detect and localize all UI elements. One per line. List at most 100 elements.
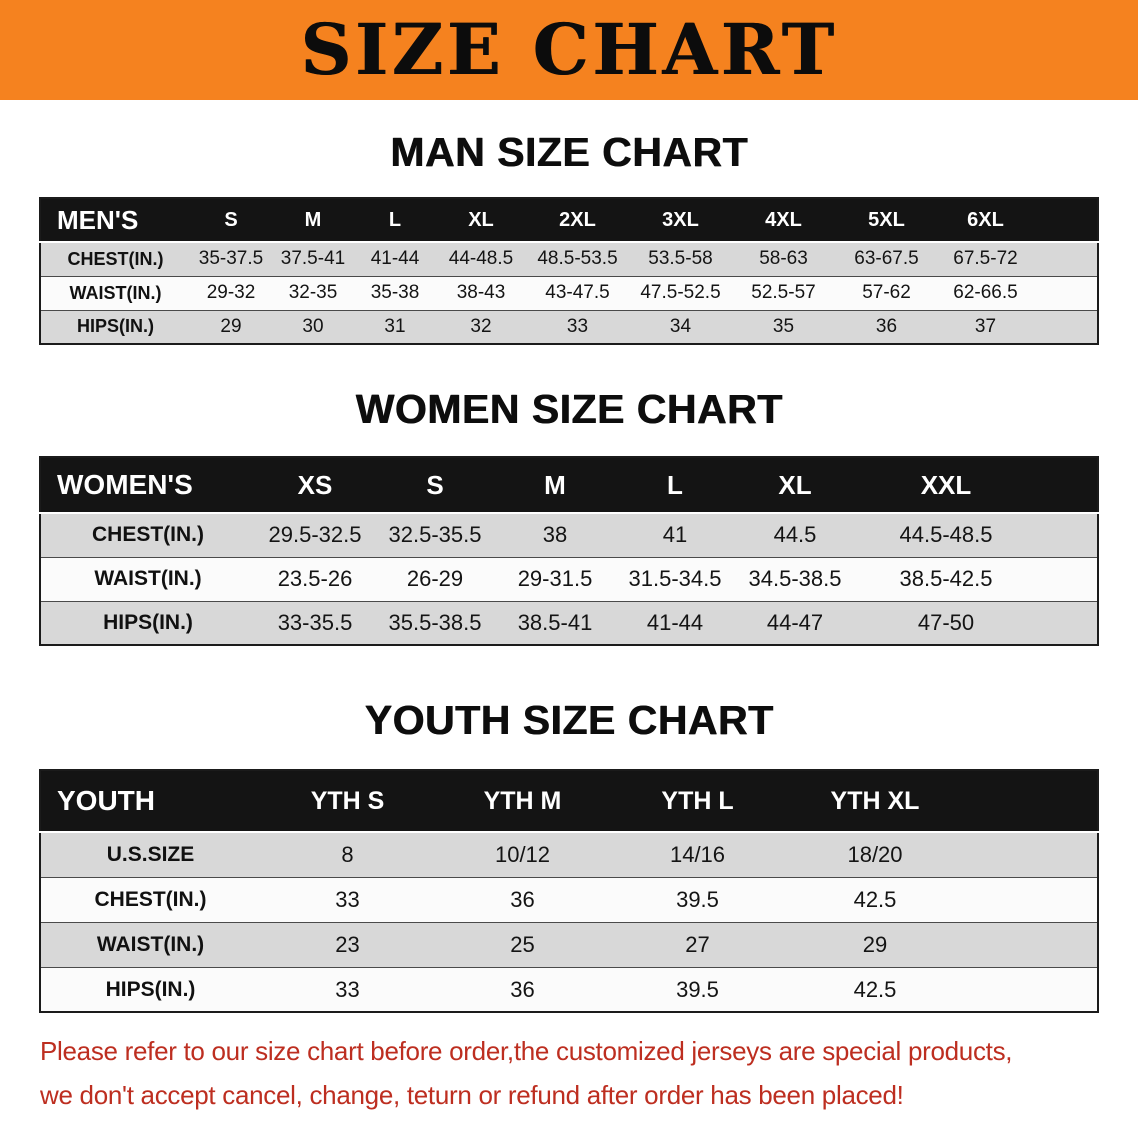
value-cell: 35.5-38.5 xyxy=(388,609,482,635)
size-header-cell: 4XL xyxy=(765,208,802,231)
value-cell: 33 xyxy=(335,886,360,912)
value-cell: 34.5-38.5 xyxy=(748,566,842,592)
size-header-cell: L xyxy=(667,469,683,500)
size-header-cell: 6XL xyxy=(967,208,1004,231)
value-cell: 47-50 xyxy=(917,609,975,635)
table-title-cell: WOMEN'S xyxy=(57,469,193,501)
value-cell: 48.5-53.5 xyxy=(537,248,618,270)
value-cell: 29 xyxy=(862,931,888,957)
women-size-section: WOMEN SIZE CHART WOMEN'S XS S M L XL XXL CHEST(… xyxy=(0,386,1138,647)
table-row: HIPS(IN.) 33-35.5 35.5-38.5 38.5-41 41-44 44-… xyxy=(40,601,1098,646)
page-title: SIZE CHART xyxy=(300,8,838,91)
value-cell: 41-44 xyxy=(646,609,704,635)
size-header-cell: 3XL xyxy=(662,208,699,231)
value-cell: 35 xyxy=(772,315,795,337)
table-row: CHEST(IN.) 29.5-32.5 32.5-35.5 38 41 44.5 44.5… xyxy=(40,513,1098,558)
size-header-cell: YTH L xyxy=(661,786,734,815)
value-cell: 44.5-48.5 xyxy=(899,522,993,548)
size-header-cell: XL xyxy=(468,208,494,231)
size-header-cell: YTH XL xyxy=(830,786,920,815)
disclaimer-line-2: we don't accept cancel, change, teturn o… xyxy=(40,1080,904,1111)
value-cell: 53.5-58 xyxy=(648,248,713,270)
value-cell: 8 xyxy=(341,842,354,868)
value-cell: 23 xyxy=(335,931,360,957)
row-label-cell: HIPS(IN.) xyxy=(105,977,196,1001)
value-cell: 26-29 xyxy=(406,566,464,592)
value-cell: 37 xyxy=(974,315,997,337)
value-cell: 29 xyxy=(220,315,242,337)
row-label-cell: U.S.SIZE xyxy=(106,843,195,867)
youth-section-heading: YOUTH SIZE CHART xyxy=(364,697,774,744)
value-cell: 29-32 xyxy=(206,282,256,304)
value-cell: 37.5-41 xyxy=(280,248,346,270)
value-cell: 27 xyxy=(685,931,710,957)
women-section-heading: WOMEN SIZE CHART xyxy=(355,386,783,433)
value-cell: 31.5-34.5 xyxy=(628,566,722,592)
value-cell: 35-38 xyxy=(370,282,420,304)
size-header-cell: YTH S xyxy=(310,786,385,815)
size-header-cell: M xyxy=(544,469,566,500)
value-cell: 63-67.5 xyxy=(854,248,919,270)
value-cell: 41 xyxy=(662,522,688,548)
table-header-row: WOMEN'S XS S M L XL XXL xyxy=(40,457,1098,514)
row-label-cell: CHEST(IN.) xyxy=(67,248,164,269)
value-cell: 42.5 xyxy=(853,886,897,912)
size-header-cell: XS xyxy=(297,469,333,500)
value-cell: 35-37.5 xyxy=(198,248,264,270)
table-header-row: MEN'S S M L XL 2XL 3XL 4XL 5XL 6XL xyxy=(40,198,1098,243)
row-label-cell: WAIST(IN.) xyxy=(96,932,205,956)
size-header-cell: XL xyxy=(778,469,812,500)
women-size-table: WOMEN'S XS S M L XL XXL CHEST(IN.) 29.5-32.5 32.5… xyxy=(39,456,1099,647)
size-header-cell: XXL xyxy=(920,469,972,500)
men-size-table: MEN'S S M L XL 2XL 3XL 4XL 5XL 6XL CHEST(IN.) 35-37… xyxy=(39,197,1099,346)
value-cell: 44-47 xyxy=(766,609,824,635)
value-cell: 38-43 xyxy=(456,282,506,304)
value-cell: 25 xyxy=(510,931,535,957)
size-header-cell: L xyxy=(388,208,402,231)
row-label-cell: HIPS(IN.) xyxy=(103,610,193,634)
value-cell: 32-35 xyxy=(288,282,338,304)
value-cell: 32.5-35.5 xyxy=(388,522,482,548)
table-row: WAIST(IN.) 23 25 27 29 xyxy=(40,922,1098,968)
row-label-cell: WAIST(IN.) xyxy=(94,567,202,591)
value-cell: 58-63 xyxy=(759,248,808,270)
row-label-cell: CHEST(IN.) xyxy=(92,523,204,547)
value-cell: 39.5 xyxy=(676,976,719,1002)
value-cell: 38.5-42.5 xyxy=(899,566,993,592)
value-cell: 57-62 xyxy=(862,282,911,304)
size-header-cell: 2XL xyxy=(559,208,596,231)
value-cell: 33-35.5 xyxy=(277,609,353,635)
value-cell: 23.5-26 xyxy=(277,566,353,592)
value-cell: 44.5 xyxy=(773,522,817,548)
value-cell: 33 xyxy=(335,976,360,1002)
value-cell: 38 xyxy=(542,522,568,548)
value-cell: 33 xyxy=(566,315,589,337)
value-cell: 29.5-32.5 xyxy=(268,522,362,548)
youth-size-table: YOUTH YTH S YTH M YTH L YTH XL U.S.SIZE 8 10/12… xyxy=(39,769,1099,1014)
value-cell: 10/12 xyxy=(494,842,551,868)
table-title-cell: MEN'S xyxy=(57,204,139,235)
value-cell: 36 xyxy=(510,886,535,912)
value-cell: 44-48.5 xyxy=(448,248,514,270)
value-cell: 38.5-41 xyxy=(517,609,593,635)
value-cell: 32 xyxy=(470,315,492,337)
value-cell: 31 xyxy=(384,315,406,337)
value-cell: 18/20 xyxy=(847,842,903,868)
youth-size-section: YOUTH SIZE CHART YOUTH YTH S YTH M YTH L YTH… xyxy=(0,697,1138,1014)
size-header-cell: 5XL xyxy=(868,208,905,231)
value-cell: 43-47.5 xyxy=(545,282,610,304)
table-row: HIPS(IN.) 29 30 31 32 33 34 35 36 37 xyxy=(40,310,1098,345)
table-title-cell: YOUTH xyxy=(57,785,155,817)
table-row: WAIST(IN.) 29-32 32-35 35-38 38-43 43-47.5 47.… xyxy=(40,276,1098,311)
table-row: CHEST(IN.) 33 36 39.5 42.5 xyxy=(40,877,1098,923)
value-cell: 36 xyxy=(510,976,535,1002)
value-cell: 34 xyxy=(669,315,692,337)
disclaimer-note: Please refer to our size chart before or… xyxy=(40,1029,1098,1117)
table-header-row: YOUTH YTH S YTH M YTH L YTH XL xyxy=(40,770,1098,833)
size-header-cell: YTH M xyxy=(483,786,562,815)
table-row: CHEST(IN.) 35-37.5 37.5-41 41-44 44-48.5 48.5… xyxy=(40,242,1098,277)
size-header-cell: S xyxy=(224,208,238,231)
value-cell: 14/16 xyxy=(669,842,726,868)
table-row: U.S.SIZE 8 10/12 14/16 18/20 xyxy=(40,832,1098,878)
value-cell: 52.5-57 xyxy=(751,282,816,304)
